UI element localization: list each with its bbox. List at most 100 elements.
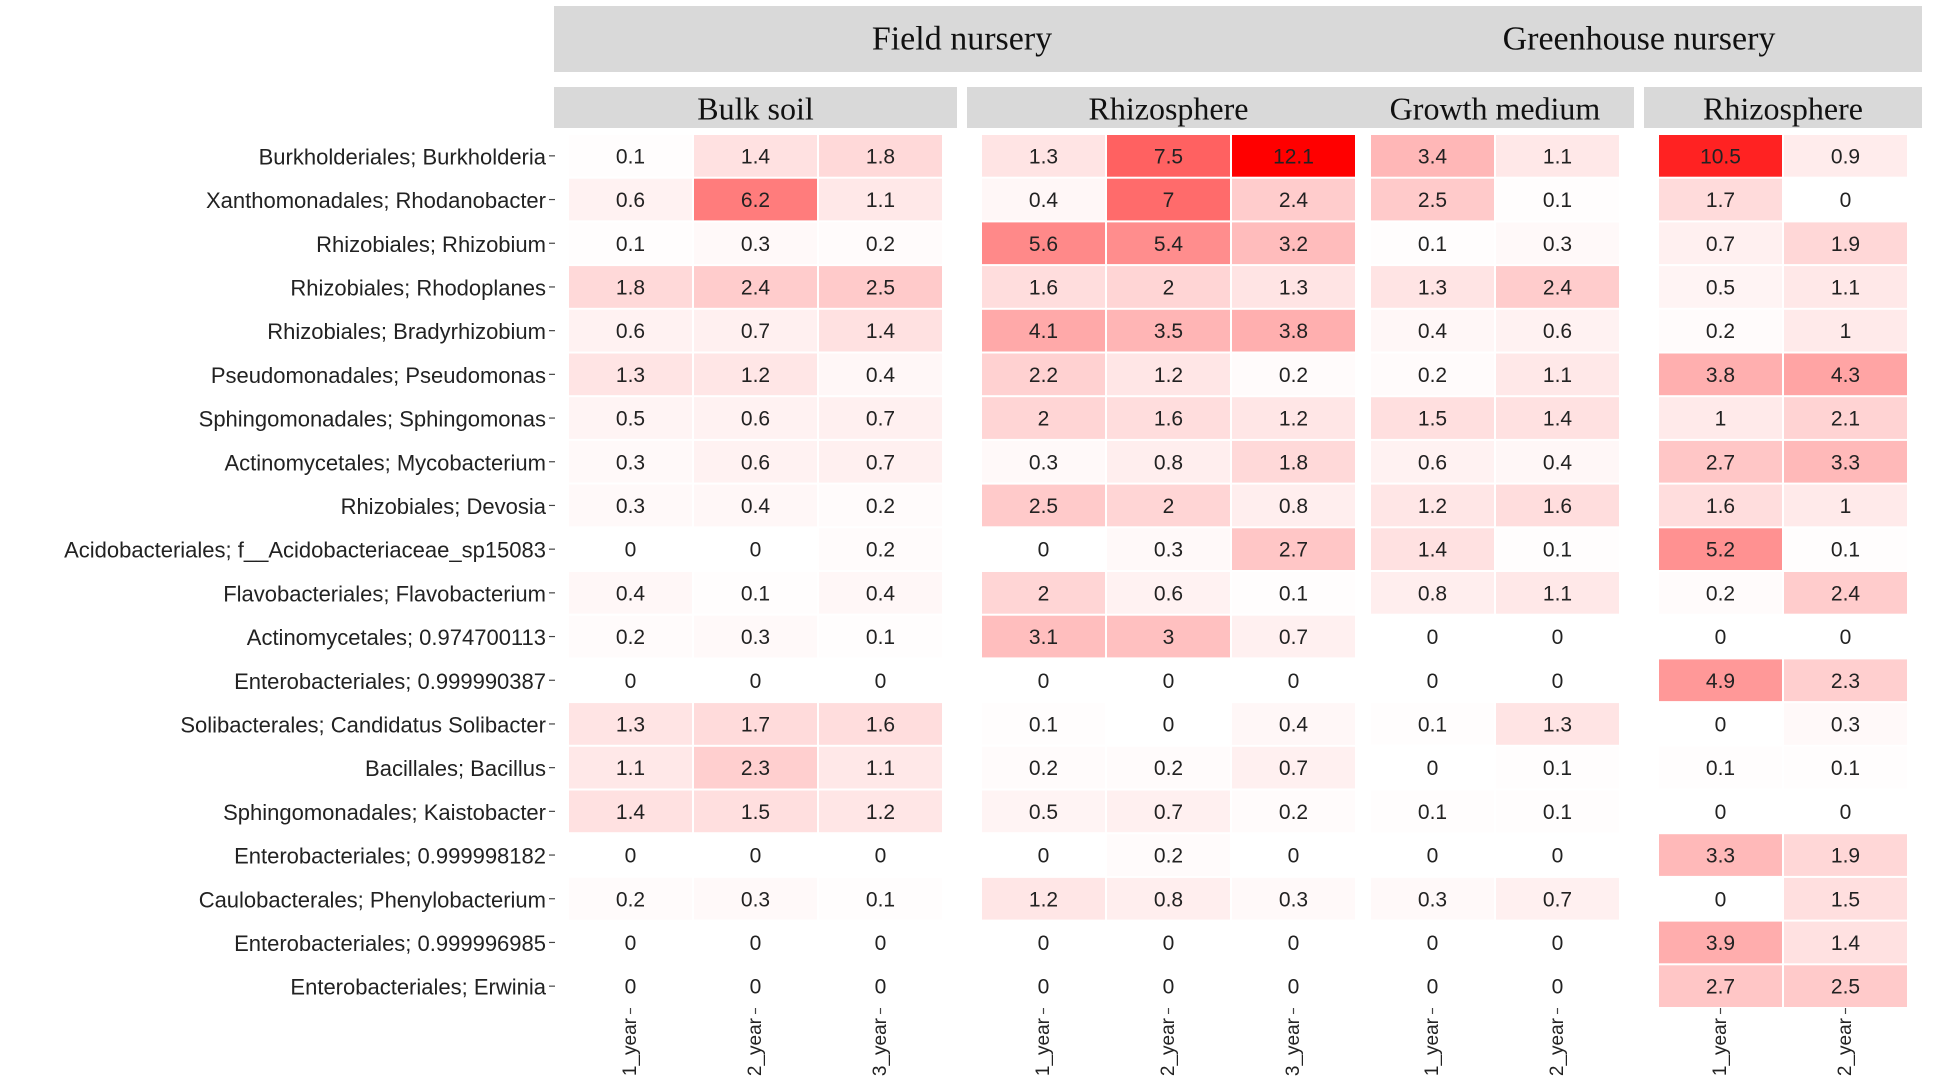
- heatmap-cell: [1232, 309, 1355, 352]
- heatmap-cell: [1496, 746, 1619, 789]
- heatmap-cell: [694, 309, 817, 352]
- heatmap-cell: [982, 834, 1105, 876]
- cell-value-label: 1.7: [1706, 189, 1735, 212]
- heatmap-cell: [819, 703, 942, 745]
- heatmap-cell: [1784, 659, 1907, 702]
- heatmap-cell: [1496, 266, 1619, 308]
- heatmap-cell: [1232, 440, 1355, 483]
- heatmap-cell: [1107, 965, 1230, 1007]
- row-label: Rhizobiales; Rhizobium: [316, 232, 546, 257]
- cell-value-label: 7.5: [1154, 145, 1183, 168]
- heatmap-cell: [1659, 703, 1782, 745]
- row-label: Actinomycetales; Mycobacterium: [224, 450, 546, 475]
- cell-value-label: 0.2: [616, 888, 645, 911]
- cell-value-label: 0.8: [1279, 495, 1308, 518]
- cell-value-label: 0.1: [1831, 757, 1860, 780]
- cell-value-label: 0.2: [866, 233, 895, 256]
- cell-value-label: 0: [1840, 626, 1852, 649]
- cell-value-label: 0: [625, 670, 637, 693]
- heatmap-cell: [1659, 266, 1782, 308]
- heatmap-cell: [982, 309, 1105, 352]
- heatmap-cell: [1371, 659, 1494, 702]
- cell-value-label: 0: [750, 670, 762, 693]
- heatmap-cell: [1371, 222, 1494, 265]
- heatmap-cell: [1107, 178, 1230, 221]
- heatmap-cell: [1371, 572, 1494, 614]
- cell-value-label: 0.2: [1418, 364, 1447, 387]
- cell-value-label: 0: [1715, 801, 1727, 824]
- cell-value-label: 2.4: [1831, 582, 1861, 605]
- cell-value-label: 1.4: [1831, 932, 1861, 955]
- cell-value-label: 0.1: [1543, 757, 1572, 780]
- cell-value-label: 0.3: [1418, 888, 1447, 911]
- heatmap-cell: [1371, 397, 1494, 439]
- heatmap-cell: [1232, 266, 1355, 308]
- heatmap-cell: [1659, 834, 1782, 876]
- cell-value-label: 0.6: [741, 408, 770, 431]
- cell-value-label: 2.1: [1831, 408, 1860, 431]
- heatmap-cell: [694, 528, 817, 570]
- cell-value-label: 2: [1163, 495, 1175, 518]
- cell-value-label: 0.1: [1029, 713, 1058, 736]
- cell-value-label: 0.1: [741, 582, 770, 605]
- cell-value-label: 0: [750, 932, 762, 955]
- cell-value-label: 1.6: [1029, 276, 1058, 299]
- heatmap-cell: [1371, 484, 1494, 527]
- row-label: Caulobacterales; Phenylobacterium: [199, 887, 546, 912]
- heatmap-cell: [569, 309, 692, 352]
- heatmap-cell: [1371, 703, 1494, 745]
- cell-value-label: 1.2: [741, 364, 770, 387]
- heatmap-cell: [694, 222, 817, 265]
- heatmap-cell: [982, 484, 1105, 527]
- cell-value-label: 1.8: [1279, 451, 1308, 474]
- heatmap-cell: [1371, 440, 1494, 483]
- column-label: 1_year: [1422, 1017, 1443, 1076]
- cell-value-label: 1.1: [1543, 364, 1572, 387]
- cell-value-label: 0.4: [616, 582, 646, 605]
- row-label: Actinomycetales; 0.974700113: [247, 625, 546, 650]
- heatmap-cell: [1659, 965, 1782, 1007]
- cell-value-label: 1.5: [1418, 408, 1447, 431]
- heatmap-cell: [1232, 790, 1355, 833]
- cell-value-label: 0.2: [1706, 582, 1735, 605]
- heatmap-cell: [1371, 921, 1494, 964]
- cell-value-label: 0: [875, 670, 887, 693]
- heatmap-cell: [982, 528, 1105, 570]
- cell-value-label: 5.6: [1029, 233, 1058, 256]
- cell-value-label: 0.2: [1029, 757, 1058, 780]
- heatmap-cell: [1784, 528, 1907, 570]
- cell-value-label: 1.1: [1543, 582, 1572, 605]
- cell-value-label: 0.5: [616, 408, 645, 431]
- column-label: 3_year: [1283, 1017, 1304, 1076]
- cell-value-label: 0: [1840, 189, 1852, 212]
- cell-value-label: 1.6: [1154, 408, 1183, 431]
- heatmap-cell: [1371, 746, 1494, 789]
- cell-value-label: 0.1: [1543, 801, 1572, 824]
- cell-value-label: 0: [1427, 845, 1439, 868]
- heatmap-cell: [1107, 484, 1230, 527]
- group-strip-label: Field nursery: [872, 21, 1052, 58]
- row-label: Bacillales; Bacillus: [365, 756, 546, 781]
- cell-value-label: 0.3: [741, 233, 770, 256]
- heatmap-cell: [1784, 834, 1907, 876]
- heatmap-cell: [982, 222, 1105, 265]
- heatmap-cell: [1232, 965, 1355, 1007]
- cell-value-label: 12.1: [1273, 145, 1314, 168]
- cell-value-label: 0.1: [1418, 801, 1447, 824]
- cell-value-label: 0.2: [1154, 845, 1183, 868]
- cell-value-label: 0: [1163, 670, 1175, 693]
- heatmap-cell: [819, 440, 942, 483]
- cell-value-label: 0.7: [1706, 233, 1735, 256]
- cell-value-label: 1.3: [616, 713, 645, 736]
- heatmap-cell: [819, 746, 942, 789]
- cell-value-label: 0: [1038, 845, 1050, 868]
- cell-value-label: 1.3: [1279, 276, 1308, 299]
- heatmap-cell: [1784, 222, 1907, 265]
- cell-value-label: 0.6: [1154, 582, 1183, 605]
- heatmap-cell: [694, 834, 817, 876]
- heatmap-cell: [1659, 397, 1782, 439]
- heatmap-cell: [569, 484, 692, 527]
- heatmap-cell: [694, 178, 817, 221]
- cell-value-label: 0: [750, 976, 762, 999]
- column-label: 2_year: [1158, 1017, 1179, 1076]
